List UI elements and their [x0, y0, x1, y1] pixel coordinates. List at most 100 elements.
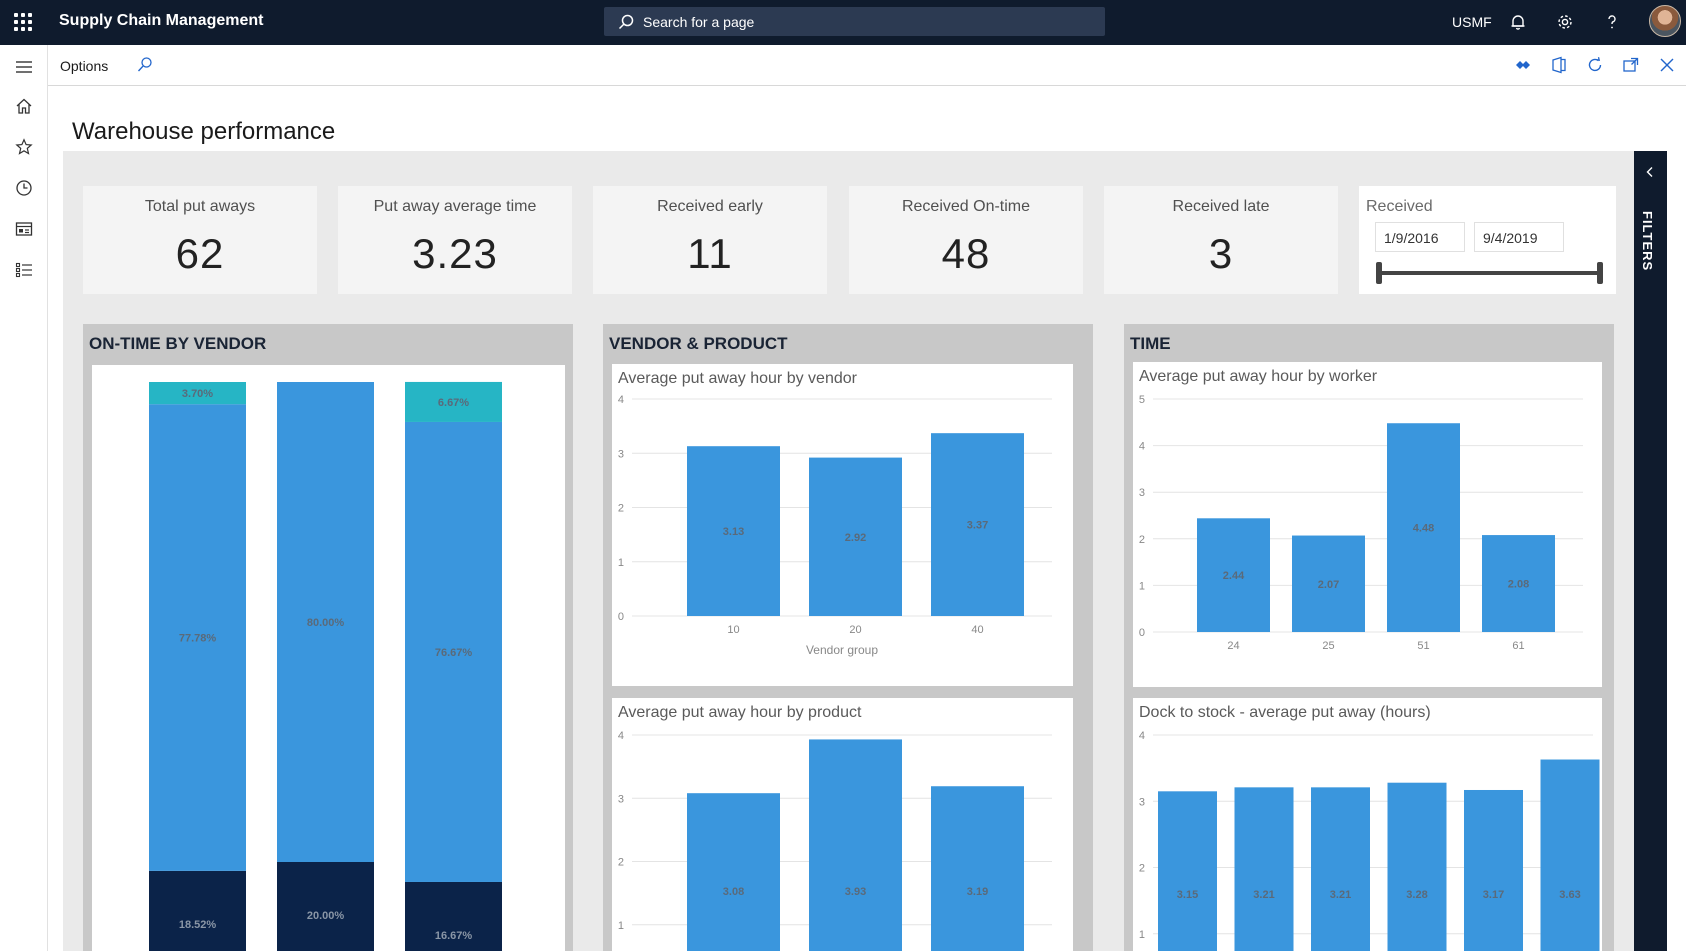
bar — [1234, 787, 1294, 951]
notifications-icon[interactable] — [1506, 10, 1530, 34]
kpi-label: Received early — [657, 198, 763, 215]
data-label: 3.28 — [1406, 889, 1427, 901]
report-canvas: Total put aways 62 Put away average time… — [63, 151, 1634, 951]
data-label: 2.44 — [1223, 570, 1245, 582]
find-search-icon[interactable] — [134, 54, 156, 76]
bar — [687, 446, 780, 616]
x-tick-label: 51 — [1417, 640, 1429, 652]
data-label: 3.08 — [723, 886, 744, 898]
dock-to-stock-chart[interactable]: 1 2 3 4 3.15 3.21 3.21 3.28 3.17 3.63 Dock to sto… — [1133, 698, 1602, 951]
kpi-card-received-on-time[interactable]: Received On-time 48 — [849, 186, 1083, 294]
kpi-card-received-late[interactable]: Received late 3 — [1104, 186, 1338, 294]
y-tick-label: 1 — [618, 920, 624, 932]
range-start-handle[interactable] — [1376, 262, 1382, 284]
chart-svg: 0 1 2 3 4 5 2.44 24 2.07 25 4.48 51 2.08 61 — [1139, 394, 1583, 652]
x-tick-label: 10 — [727, 624, 739, 636]
y-tick-label: 0 — [618, 611, 624, 623]
section-on-time-by-vendor: ON-TIME BY VENDOR 18.52% 77.78% 3.70% 20.00… — [83, 324, 573, 951]
y-tick-label: 3 — [1139, 487, 1145, 499]
bar — [1482, 535, 1555, 632]
favorites-star-icon[interactable] — [11, 134, 37, 160]
stacked-bar-segment — [405, 421, 502, 882]
chart-title: Average put away hour by vendor — [618, 370, 857, 387]
kpi-value: 3.23 — [412, 230, 498, 277]
company-picker[interactable]: USMF — [1452, 14, 1492, 30]
data-label: 6.67% — [438, 397, 469, 409]
kpi-label: Received late — [1172, 198, 1270, 215]
y-tick-label: 2 — [618, 857, 624, 869]
home-icon[interactable] — [11, 93, 37, 119]
action-pane: Options — [48, 45, 1686, 86]
modules-list-icon[interactable] — [11, 257, 37, 283]
stacked-bar-segment — [149, 382, 246, 405]
bar — [1387, 423, 1460, 632]
kpi-card-total-put-aways[interactable]: Total put aways 62 — [83, 186, 317, 294]
bar — [1292, 535, 1365, 632]
put-away-by-product-chart[interactable]: 1 2 3 4 3.08 3.93 3.19 Average put away hour b… — [612, 698, 1073, 951]
app-launcher-icon[interactable] — [13, 12, 33, 32]
y-tick-label: 1 — [618, 557, 624, 569]
recent-clock-icon[interactable] — [11, 175, 37, 201]
chart-title: Average put away hour by product — [618, 704, 862, 721]
refresh-icon[interactable] — [1584, 54, 1606, 76]
y-tick-label: 3 — [1139, 796, 1145, 808]
section-title: VENDOR & PRODUCT — [609, 334, 788, 353]
data-label: 18.52% — [179, 919, 217, 931]
date-range-track[interactable] — [1379, 271, 1603, 275]
kpi-value: 48 — [941, 230, 991, 277]
data-label: 3.13 — [723, 526, 744, 538]
end-date-input[interactable]: 9/4/2019 — [1474, 222, 1564, 252]
user-avatar[interactable] — [1649, 5, 1681, 37]
data-label: 2.07 — [1318, 579, 1339, 591]
chart-svg: 1 2 3 4 3.08 3.93 3.19 — [618, 730, 1052, 951]
search-input[interactable]: Search for a page — [604, 7, 1105, 36]
x-tick-label: 61 — [1512, 640, 1524, 652]
bar — [1387, 782, 1447, 951]
stacked-bar-segment — [405, 381, 502, 422]
stacked-bar-segment — [149, 870, 246, 951]
settings-gear-icon[interactable] — [1553, 10, 1577, 34]
hamburger-menu-icon[interactable] — [11, 54, 37, 80]
open-new-window-icon[interactable] — [1620, 54, 1642, 76]
filters-pane-toggle[interactable]: FILTERS — [1634, 151, 1667, 951]
section-title: TIME — [1130, 334, 1171, 353]
kpi-value: 62 — [175, 230, 225, 277]
stacked-bar-segment — [277, 382, 374, 862]
bar — [687, 793, 780, 951]
start-date-input[interactable]: 1/9/2016 — [1375, 222, 1465, 252]
bar — [809, 739, 902, 951]
kpi-card-received-early[interactable]: Received early 11 — [593, 186, 827, 294]
y-tick-label: 1 — [1139, 580, 1145, 592]
bar — [1197, 518, 1270, 632]
stacked-bar-segment — [405, 881, 502, 951]
x-axis-title: Vendor group — [806, 643, 878, 657]
help-icon[interactable] — [1600, 10, 1624, 34]
kpi-value: 11 — [687, 230, 733, 277]
options-tab[interactable]: Options — [60, 58, 109, 74]
data-label: 80.00% — [307, 617, 345, 629]
kpi-label: Received On-time — [901, 198, 1031, 215]
y-tick-label: 4 — [1139, 441, 1145, 453]
workspaces-icon[interactable] — [11, 216, 37, 242]
received-date-slicer: Received 1/9/2016 9/4/2019 — [1359, 186, 1616, 294]
chart-svg: 18.52% 77.78% 3.70% 20.00% 80.00% 16.67% 76.67… — [149, 381, 502, 951]
bar — [1540, 759, 1600, 951]
data-label: 77.78% — [179, 633, 217, 645]
close-icon[interactable] — [1656, 54, 1678, 76]
put-away-by-vendor-chart[interactable]: 0 1 2 3 4 3.13 10 2.92 20 3.37 40 Vendor group Aver… — [612, 364, 1073, 686]
section-vendor-product: VENDOR & PRODUCT 0 1 2 3 4 3.13 10 2.92 20 3.37 40… — [603, 324, 1093, 951]
app-title[interactable]: Supply Chain Management — [59, 12, 264, 29]
kpi-card-put-away-average-time[interactable]: Put away average time 3.23 — [338, 186, 572, 294]
on-time-stacked-chart[interactable]: 18.52% 77.78% 3.70% 20.00% 80.00% 16.67% 76.67… — [92, 365, 565, 951]
data-label: 20.00% — [307, 910, 345, 922]
y-tick-label: 4 — [618, 394, 624, 406]
range-end-handle[interactable] — [1597, 262, 1603, 284]
section-time: TIME 0 1 2 3 4 5 2.44 24 2.07 25 4.48 51 2.08 61 Aver… — [1124, 324, 1614, 951]
put-away-by-worker-chart[interactable]: 0 1 2 3 4 5 2.44 24 2.07 25 4.48 51 2.08 61 Average p… — [1133, 362, 1602, 687]
power-apps-icon[interactable] — [1512, 54, 1534, 76]
y-tick-label: 5 — [1139, 394, 1145, 406]
y-tick-label: 2 — [618, 503, 624, 515]
office-icon[interactable] — [1548, 54, 1570, 76]
page-title: Warehouse performance — [72, 118, 336, 145]
bar — [1311, 787, 1370, 951]
